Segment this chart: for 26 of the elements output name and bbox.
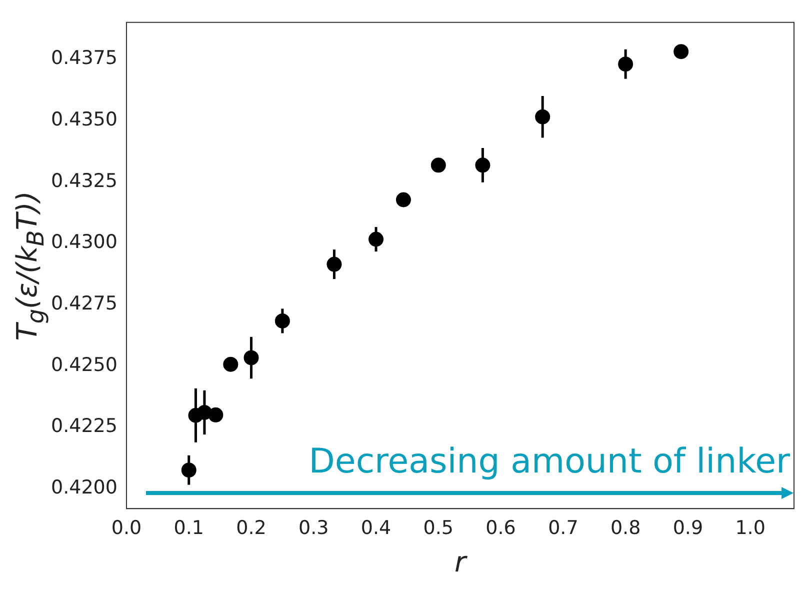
y-tick-label: 0.4200 <box>50 476 118 498</box>
x-axis-title: r <box>454 545 468 578</box>
y-tick-label: 0.4300 <box>50 231 118 254</box>
y-tick-label: 0.4250 <box>50 354 118 376</box>
x-tick-label: 0.1 <box>174 516 204 539</box>
x-tick-label: 1.0 <box>735 516 766 539</box>
y-tick-label: 0.4225 <box>50 415 118 438</box>
point <box>208 407 224 422</box>
x-tick-label: 0.2 <box>236 516 266 539</box>
annotation: Decreasing amount of linker <box>308 441 790 482</box>
y-tick-label: 0.4375 <box>50 47 118 70</box>
x-tick-label: 0.8 <box>610 516 641 539</box>
x-tick-label: 0.0 <box>111 516 142 539</box>
point <box>430 158 446 173</box>
x-tick-label: 0.7 <box>548 516 578 539</box>
point <box>396 192 411 208</box>
y-tick-label: 0.4350 <box>50 108 118 130</box>
x-tick-label: 0.9 <box>672 516 704 539</box>
point <box>674 44 689 60</box>
y-tick-label: 0.4325 <box>50 170 118 192</box>
y-tick-label: 0.4275 <box>50 292 118 314</box>
point <box>223 356 238 372</box>
x-tick-label: 0.3 <box>298 516 329 539</box>
x-tick-label: 0.5 <box>423 516 454 539</box>
x-tick-label: 0.6 <box>486 516 516 539</box>
x-tick-label: 0.4 <box>360 516 392 539</box>
